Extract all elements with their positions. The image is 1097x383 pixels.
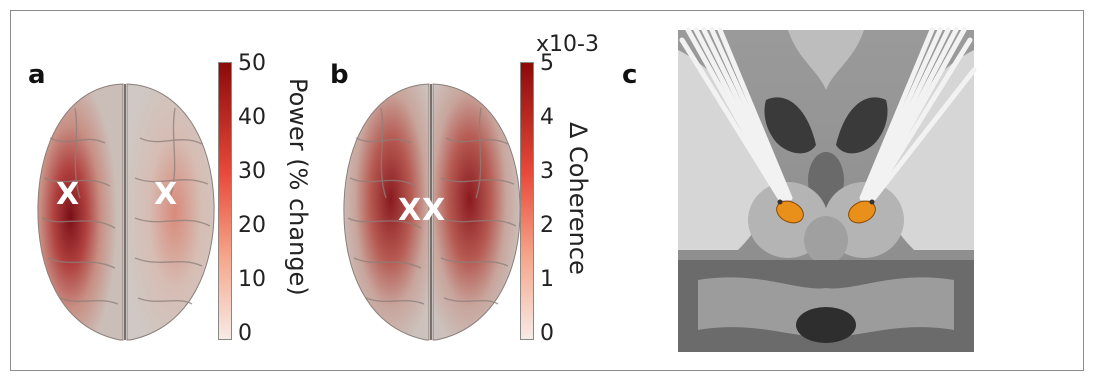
- colorbar-b-tick-5: 5: [540, 51, 554, 76]
- colorbar-b-tick-3: 3: [540, 159, 554, 184]
- stimulation-marker-b-left: X: [398, 193, 422, 228]
- colorbar-a-title: Power (% change): [284, 78, 312, 296]
- brain-top-view-b: [343, 83, 521, 341]
- colorbar-b: [520, 62, 534, 340]
- colorbar-a-tick-30: 30: [238, 159, 266, 184]
- mri-coronal-slice: [678, 27, 977, 352]
- colorbar-b-tick-2: 2: [540, 213, 554, 238]
- colorbar-a-tick-20: 20: [238, 213, 266, 238]
- colorbar-a-tick-50: 50: [238, 51, 266, 76]
- colorbar-a: [218, 62, 232, 340]
- panel-label-c: c: [622, 60, 638, 90]
- colorbar-a-tick-0: 0: [238, 321, 252, 346]
- stimulation-marker-b-right: X: [422, 193, 446, 228]
- colorbar-a-tick-10: 10: [238, 267, 266, 292]
- colorbar-b-multiplier: x10-3: [536, 32, 599, 57]
- colorbar-b-title: Δ Coherence: [564, 122, 592, 275]
- stimulation-marker-a-left: X: [56, 177, 80, 212]
- panel-label-b: b: [330, 60, 349, 90]
- colorbar-a-tick-40: 40: [238, 105, 266, 130]
- panel-label-a: a: [28, 60, 46, 90]
- colorbar-b-tick-1: 1: [540, 267, 554, 292]
- colorbar-b-tick-0: 0: [540, 321, 554, 346]
- colorbar-b-tick-4: 4: [540, 105, 554, 130]
- stimulation-marker-a-right: X: [154, 177, 178, 212]
- brain-top-view-a: [37, 83, 215, 341]
